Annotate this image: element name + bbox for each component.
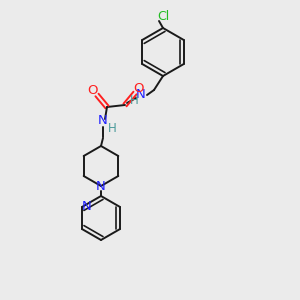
Text: O: O — [88, 85, 98, 98]
Text: Cl: Cl — [157, 11, 169, 23]
Text: H: H — [130, 94, 138, 107]
Text: O: O — [134, 82, 144, 95]
Text: H: H — [108, 122, 116, 134]
Text: N: N — [136, 88, 146, 100]
Text: N: N — [96, 179, 106, 193]
Text: N: N — [82, 200, 92, 214]
Text: N: N — [98, 115, 108, 128]
